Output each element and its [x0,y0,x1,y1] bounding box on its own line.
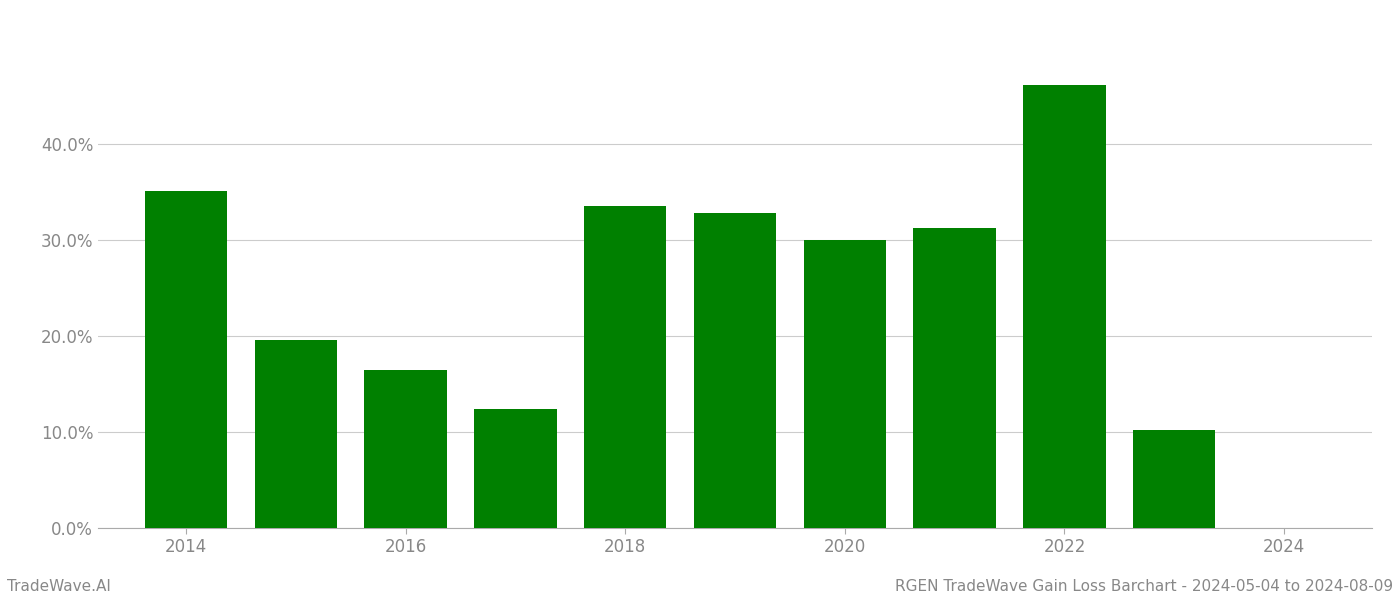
Bar [364,370,447,528]
Text: TradeWave.AI: TradeWave.AI [7,579,111,594]
Bar [694,213,776,528]
Bar [804,240,886,528]
Bar [255,340,337,528]
Bar [1023,85,1106,528]
Text: RGEN TradeWave Gain Loss Barchart - 2024-05-04 to 2024-08-09: RGEN TradeWave Gain Loss Barchart - 2024… [895,579,1393,594]
Bar [475,409,557,528]
Bar [1133,430,1215,528]
Bar [584,206,666,528]
Bar [913,227,995,528]
Bar [144,191,227,528]
